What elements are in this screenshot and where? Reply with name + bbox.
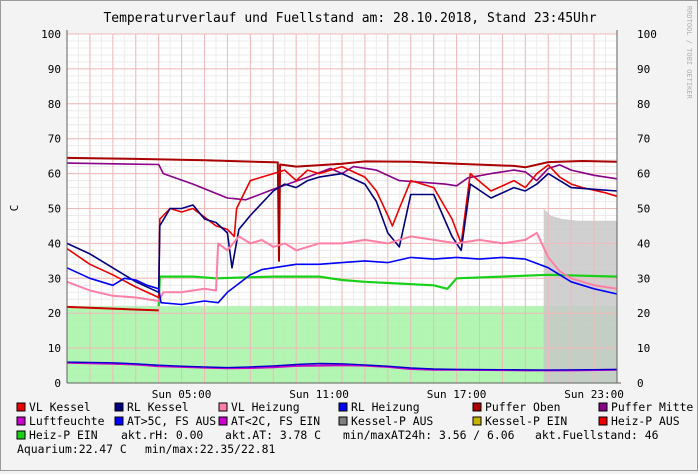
legend-swatch-puffer-oben (472, 402, 482, 412)
series-line-vl-kessel (66, 164, 618, 299)
x-tick-label: Sun 17:00 (427, 388, 487, 401)
y-tick-label-right: 0 (637, 377, 644, 390)
y-tick-label-left: 40 (48, 237, 61, 250)
legend-swatch-vl-kessel (16, 402, 26, 412)
legend-label-at-2c-fs-ein: AT<2C, FS EIN (231, 414, 320, 428)
legend-swatch-luftfeuchte (16, 416, 26, 426)
y-tick-label-right: 10 (637, 342, 650, 355)
x-tick-label: Sun 23:00 (564, 388, 624, 401)
y-tick-label-right: 50 (637, 203, 650, 216)
legend-label-rl-heizung: RL Heizung (351, 400, 420, 414)
y-tick-label-left: 100 (41, 28, 61, 41)
legend-label-heiz-p-aus: Heiz-P AUS (611, 414, 680, 428)
series-line-at-5c-fs-aus (66, 361, 618, 371)
plot-area: 0 0 10 10 20 20 30 30 40 40 50 50 60 60 70 70 80 80 90 90 10… (41, 28, 657, 401)
legend-label-puffer-mitte: Puffer Mitte (611, 400, 693, 414)
y-tick-label-right: 90 (637, 63, 650, 76)
legend-swatch-kessel-p-ein (472, 416, 482, 426)
legend-swatch-heiz-p-aus (598, 416, 608, 426)
y-tick-label-right: 20 (637, 307, 650, 320)
y-tick-label-left: 60 (48, 168, 61, 181)
series-line-vl-heizung (66, 231, 618, 302)
legend-swatch-puffer-mitte (598, 402, 608, 412)
x-tick-label: Sun 05:00 (152, 388, 212, 401)
y-tick-label-left: 20 (48, 307, 61, 320)
y-tick-label-left: 10 (48, 342, 61, 355)
legend-swatch-at-5c-fs-aus (114, 416, 124, 426)
watermark: RRDTOOL / TOBI OETIKER (685, 6, 693, 100)
legend-label-vl-kessel: VL Kessel (29, 400, 91, 414)
y-tick-label-right: 30 (637, 272, 650, 285)
area-kessel-p-aus (543, 208, 617, 383)
legend-label-puffer-oben: Puffer Oben (485, 400, 560, 414)
y-tick-label-right: 40 (637, 237, 650, 250)
legend-label-vl-heizung: VL Heizung (231, 400, 300, 414)
y-tick-label-left: 30 (48, 272, 61, 285)
y-tick-label-left: 70 (48, 133, 61, 146)
series-line-puffer-oben (66, 156, 618, 262)
y-axis-label: C (8, 205, 21, 212)
y-tick-label-right: 60 (637, 168, 650, 181)
info-text: akt.AT: 3.78 C (225, 428, 321, 442)
series-line-rl-kessel (66, 172, 618, 294)
legend: VL Kessel RL Kessel VL Heizung RL Heizung Pu… (16, 400, 693, 456)
legend-swatch-rl-heizung (338, 402, 348, 412)
y-tick-label-right: 80 (637, 98, 650, 111)
y-tick-label-left: 50 (48, 203, 61, 216)
series-line-rl-heizung (66, 256, 618, 306)
y-tick-label-left: 80 (48, 98, 61, 111)
chart-title: Temperaturverlauf und Fuellstand am: 28.… (103, 11, 596, 26)
legend-swatch-rl-kessel (114, 402, 124, 412)
info-text: min/maxAT24h: 3.56 / 6.06 (343, 428, 515, 442)
legend-label-luftfeuchte: Luftfeuchte (29, 414, 105, 428)
legend-label-at-5c-fs-aus: AT>5C, FS AUS (127, 414, 216, 428)
legend-label-heiz-p-ein: Heiz-P EIN (29, 428, 98, 442)
legend-swatch-at-2c-fs-ein (218, 416, 228, 426)
legend-label-kessel-p-ein: Kessel-P EIN (485, 414, 567, 428)
info-text: min/max:22.35/22.81 (145, 442, 275, 456)
legend-swatch-heiz-p-ein (16, 430, 26, 440)
y-tick-label-left: 90 (48, 63, 61, 76)
series-line-heiz-p-ein (157, 273, 618, 307)
y-tick-label-left: 0 (54, 377, 61, 390)
x-tick-label: Sun 11:00 (289, 388, 349, 401)
legend-label-rl-kessel: RL Kessel (127, 400, 189, 414)
series-line-aquarium (66, 305, 159, 312)
legend-swatch-kessel-p-aus (338, 416, 348, 426)
y-tick-label-right: 100 (637, 28, 657, 41)
info-text: Aquarium:22.47 C (17, 442, 127, 456)
legend-swatch-vl-heizung (218, 402, 228, 412)
legend-label-kessel-p-aus: Kessel-P AUS (351, 414, 433, 428)
y-tick-label-right: 70 (637, 133, 650, 146)
info-text: akt.Fuellstand: 46 (535, 428, 659, 442)
info-text: akt.rH: 0.00 (121, 428, 203, 442)
